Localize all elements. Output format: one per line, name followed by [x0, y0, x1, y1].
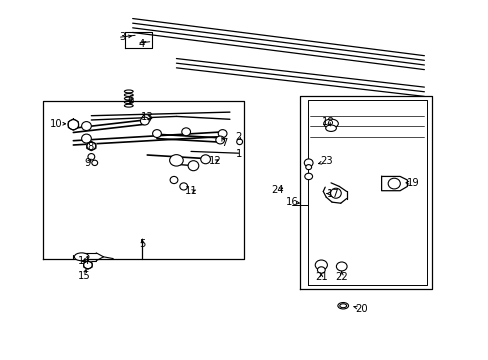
- Ellipse shape: [92, 160, 98, 166]
- Text: 16: 16: [285, 197, 298, 207]
- Ellipse shape: [140, 117, 149, 125]
- Text: 21: 21: [314, 272, 327, 282]
- Ellipse shape: [336, 262, 346, 271]
- Ellipse shape: [83, 261, 92, 269]
- Ellipse shape: [188, 161, 199, 171]
- Text: 4: 4: [138, 39, 144, 49]
- Ellipse shape: [339, 304, 346, 308]
- Ellipse shape: [304, 173, 312, 180]
- Ellipse shape: [304, 159, 312, 167]
- Ellipse shape: [169, 155, 183, 166]
- Ellipse shape: [87, 142, 96, 150]
- Text: 10: 10: [49, 118, 62, 129]
- Text: 14: 14: [78, 256, 90, 266]
- Ellipse shape: [152, 130, 161, 138]
- Ellipse shape: [182, 128, 190, 136]
- Text: 22: 22: [335, 272, 347, 282]
- Text: 18: 18: [321, 117, 334, 127]
- Text: 12: 12: [208, 157, 221, 166]
- Ellipse shape: [236, 139, 242, 145]
- Text: 8: 8: [87, 142, 93, 152]
- Text: 7: 7: [221, 138, 227, 148]
- Ellipse shape: [74, 253, 89, 261]
- Text: 3: 3: [119, 32, 125, 42]
- Ellipse shape: [215, 136, 224, 144]
- Ellipse shape: [387, 178, 400, 189]
- Ellipse shape: [305, 165, 311, 170]
- Text: 24: 24: [271, 185, 284, 195]
- Ellipse shape: [81, 134, 91, 143]
- Polygon shape: [83, 261, 92, 269]
- Text: 2: 2: [235, 132, 242, 142]
- Ellipse shape: [170, 176, 178, 184]
- Text: 1: 1: [235, 149, 242, 159]
- Ellipse shape: [315, 260, 327, 270]
- Polygon shape: [68, 119, 78, 130]
- Ellipse shape: [317, 267, 325, 273]
- Text: 17: 17: [326, 189, 339, 199]
- Ellipse shape: [88, 154, 95, 160]
- Ellipse shape: [68, 120, 79, 130]
- Ellipse shape: [325, 125, 336, 131]
- Ellipse shape: [81, 122, 91, 131]
- Ellipse shape: [337, 302, 348, 309]
- Polygon shape: [86, 141, 96, 151]
- Ellipse shape: [180, 183, 187, 190]
- Ellipse shape: [323, 119, 338, 128]
- Ellipse shape: [201, 155, 210, 164]
- Text: 6: 6: [127, 95, 133, 105]
- Text: 9: 9: [84, 158, 91, 168]
- Text: 19: 19: [407, 177, 419, 188]
- Text: 23: 23: [319, 157, 332, 166]
- Text: 20: 20: [354, 303, 367, 314]
- Ellipse shape: [218, 130, 226, 138]
- Text: 11: 11: [184, 186, 197, 197]
- Text: 13: 13: [141, 112, 153, 122]
- Text: 15: 15: [78, 271, 90, 281]
- Text: 5: 5: [139, 239, 145, 249]
- Ellipse shape: [330, 188, 341, 198]
- Ellipse shape: [142, 114, 150, 122]
